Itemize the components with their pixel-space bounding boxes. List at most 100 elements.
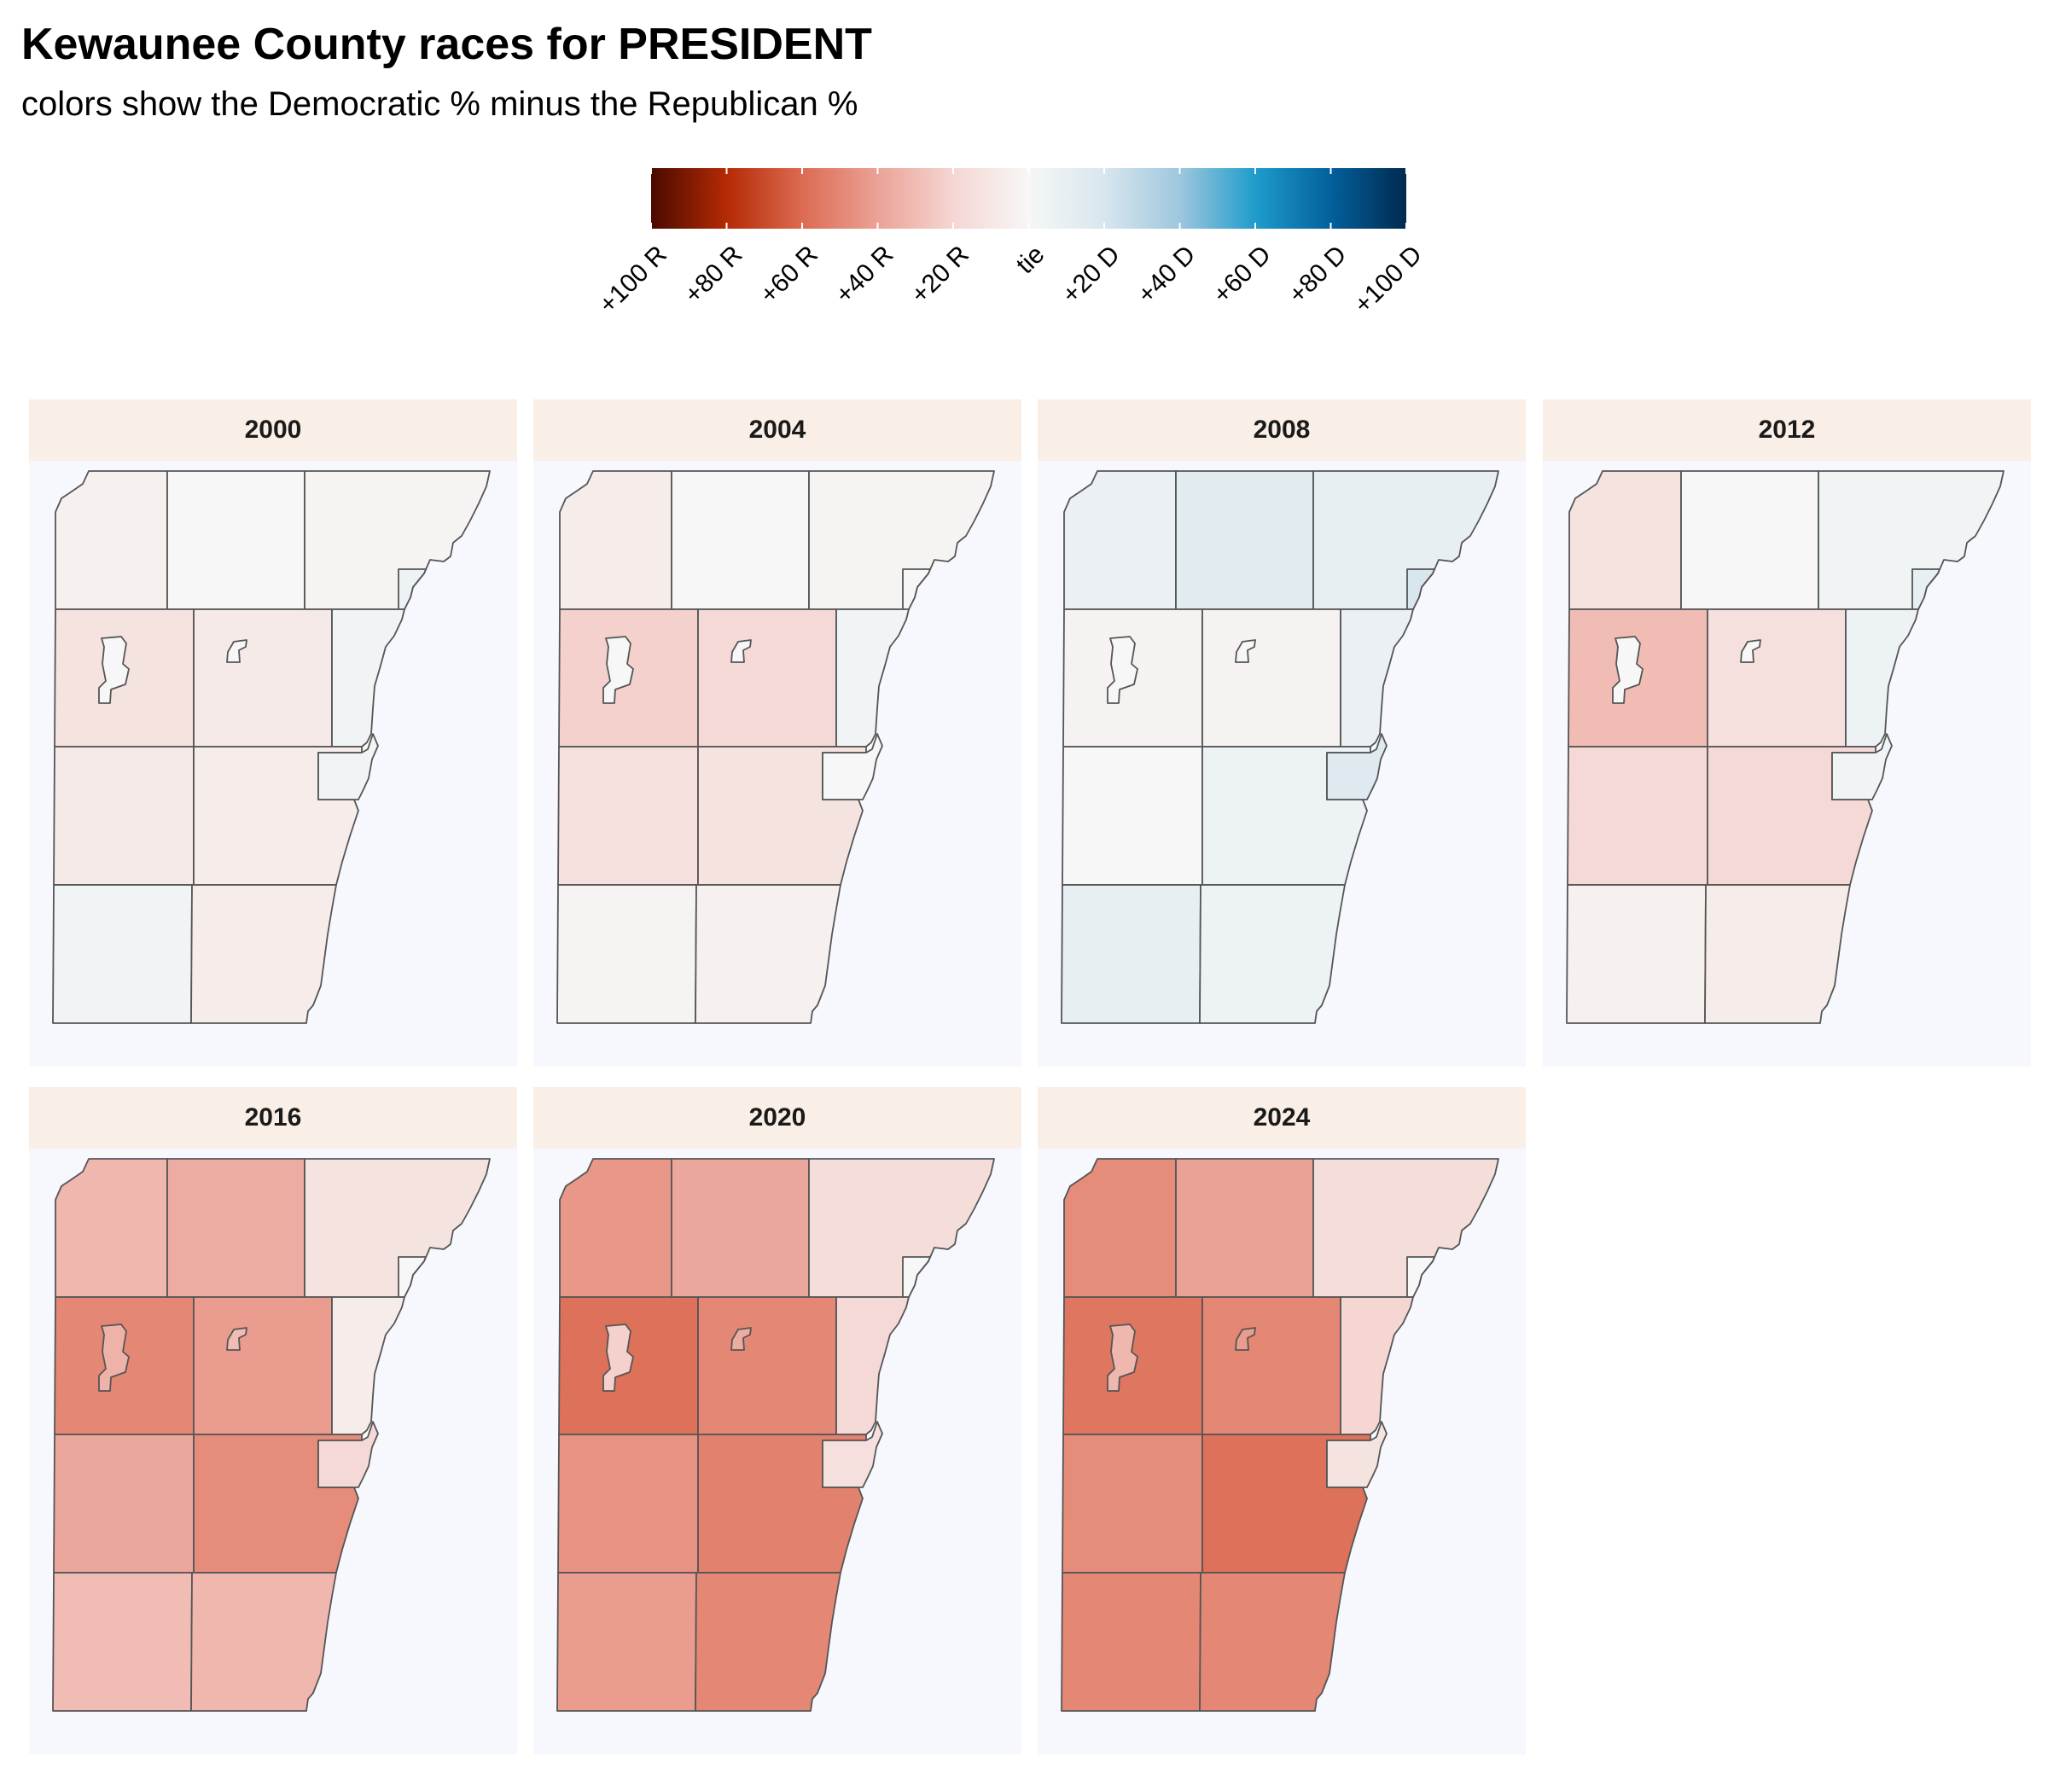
facet-panel-2012: 2012 — [1543, 399, 2031, 1067]
municipality-city-kewaunee[interactable] — [1326, 733, 1388, 800]
municipality-town-red-river[interactable] — [1568, 470, 1682, 610]
municipality-town-franklin[interactable] — [1062, 1434, 1203, 1574]
municipality-village-luxemburg[interactable] — [1107, 1324, 1138, 1392]
municipality-town-casco-north[interactable] — [304, 470, 491, 610]
municipality-village-luxemburg[interactable] — [602, 1324, 634, 1392]
legend-tick-label: +80 R — [679, 241, 748, 310]
facet-strip-label: 2008 — [1038, 399, 1526, 461]
municipality-town-casco-north[interactable] — [304, 1158, 491, 1298]
municipality-town-ahnapee[interactable] — [1199, 1572, 1346, 1712]
facet-panel-2000: 2000 — [29, 399, 517, 1067]
municipality-village-casco[interactable] — [730, 639, 752, 663]
municipality-town-ahnapee[interactable] — [190, 1572, 337, 1712]
municipality-town-casco-north[interactable] — [1312, 470, 1499, 610]
county-map — [1061, 470, 1499, 1024]
municipality-town-red-river[interactable] — [55, 1158, 168, 1298]
municipality-village-notch[interactable] — [902, 1256, 931, 1298]
municipality-town-casco[interactable] — [1707, 608, 1847, 748]
municipality-town-casco[interactable] — [193, 608, 333, 748]
facet-strip-label: 2016 — [29, 1087, 517, 1149]
municipality-town-franklin[interactable] — [557, 1434, 699, 1574]
municipality-town-ahnapee[interactable] — [1704, 884, 1851, 1024]
municipality-town-casco[interactable] — [697, 608, 837, 748]
municipality-town-ahnapee[interactable] — [695, 1572, 841, 1712]
municipality-town-luxemburg[interactable] — [671, 1158, 810, 1298]
municipality-town-ahnapee[interactable] — [190, 884, 337, 1024]
municipality-town-ahnapee-west[interactable] — [1061, 1572, 1201, 1712]
municipality-town-west-kewaunee[interactable] — [1340, 608, 1414, 748]
municipality-town-franklin[interactable] — [53, 1434, 195, 1574]
municipality-village-notch[interactable] — [1911, 568, 1940, 610]
municipality-town-west-kewaunee[interactable] — [1845, 608, 1919, 748]
municipality-village-notch[interactable] — [1406, 1256, 1435, 1298]
municipality-town-franklin[interactable] — [557, 746, 699, 886]
municipality-town-west-kewaunee[interactable] — [1340, 1296, 1414, 1435]
municipality-village-notch[interactable] — [1406, 568, 1435, 610]
county-map — [52, 470, 491, 1024]
municipality-town-red-river[interactable] — [1063, 1158, 1177, 1298]
municipality-town-casco[interactable] — [193, 1296, 333, 1435]
municipality-city-kewaunee[interactable] — [822, 1421, 883, 1488]
municipality-town-red-river[interactable] — [55, 470, 168, 610]
facet-panel-2004: 2004 — [533, 399, 1021, 1067]
municipality-town-luxemburg[interactable] — [1680, 470, 1819, 610]
facet-panel-2020: 2020 — [533, 1087, 1021, 1754]
municipality-city-kewaunee[interactable] — [1831, 733, 1893, 800]
municipality-village-notch[interactable] — [398, 568, 427, 610]
municipality-town-ahnapee-west[interactable] — [52, 1572, 193, 1712]
municipality-village-luxemburg[interactable] — [98, 636, 130, 704]
municipality-town-ahnapee[interactable] — [1199, 884, 1346, 1024]
municipality-town-casco[interactable] — [1201, 1296, 1341, 1435]
municipality-town-franklin[interactable] — [1567, 746, 1708, 886]
municipality-town-luxemburg[interactable] — [1175, 1158, 1314, 1298]
municipality-town-casco[interactable] — [697, 1296, 837, 1435]
legend-tick-label: +100 R — [594, 241, 672, 319]
municipality-town-red-river[interactable] — [559, 1158, 672, 1298]
municipality-village-casco[interactable] — [1235, 639, 1256, 663]
municipality-town-red-river[interactable] — [1063, 470, 1177, 610]
county-map — [556, 470, 995, 1024]
municipality-city-kewaunee[interactable] — [1326, 1421, 1388, 1488]
municipality-town-casco-north[interactable] — [808, 470, 995, 610]
municipality-village-casco[interactable] — [226, 639, 247, 663]
municipality-town-casco-north[interactable] — [1818, 470, 2004, 610]
municipality-town-west-kewaunee[interactable] — [835, 1296, 910, 1435]
municipality-town-ahnapee-west[interactable] — [556, 884, 697, 1024]
municipality-town-franklin[interactable] — [1062, 746, 1203, 886]
county-map — [1566, 470, 2004, 1024]
municipality-village-casco[interactable] — [1235, 1327, 1256, 1351]
municipality-town-luxemburg[interactable] — [1175, 470, 1314, 610]
municipality-town-casco-north[interactable] — [1312, 1158, 1499, 1298]
legend-tick-label: +60 R — [754, 241, 823, 310]
municipality-town-ahnapee-west[interactable] — [52, 884, 193, 1024]
legend-tick-label: +60 D — [1207, 241, 1277, 310]
municipality-village-luxemburg[interactable] — [1612, 636, 1644, 704]
municipality-city-kewaunee[interactable] — [822, 733, 883, 800]
municipality-town-west-kewaunee[interactable] — [331, 1296, 405, 1435]
municipality-village-casco[interactable] — [226, 1327, 247, 1351]
municipality-town-ahnapee[interactable] — [695, 884, 841, 1024]
municipality-town-ahnapee-west[interactable] — [556, 1572, 697, 1712]
municipality-town-casco[interactable] — [1201, 608, 1341, 748]
municipality-village-luxemburg[interactable] — [1107, 636, 1138, 704]
municipality-town-red-river[interactable] — [559, 470, 672, 610]
municipality-town-west-kewaunee[interactable] — [835, 608, 910, 748]
facet-panel-2024: 2024 — [1038, 1087, 1526, 1754]
municipality-village-notch[interactable] — [902, 568, 931, 610]
municipality-village-casco[interactable] — [730, 1327, 752, 1351]
municipality-town-luxemburg[interactable] — [671, 470, 810, 610]
municipality-town-franklin[interactable] — [53, 746, 195, 886]
municipality-village-casco[interactable] — [1740, 639, 1761, 663]
municipality-village-luxemburg[interactable] — [602, 636, 634, 704]
municipality-town-ahnapee-west[interactable] — [1061, 884, 1201, 1024]
municipality-town-ahnapee-west[interactable] — [1566, 884, 1707, 1024]
municipality-city-kewaunee[interactable] — [317, 1421, 379, 1488]
municipality-village-notch[interactable] — [398, 1256, 427, 1298]
municipality-city-kewaunee[interactable] — [317, 733, 379, 800]
municipality-town-casco-north[interactable] — [808, 1158, 995, 1298]
municipality-town-west-kewaunee[interactable] — [331, 608, 405, 748]
municipality-village-luxemburg[interactable] — [98, 1324, 130, 1392]
municipality-town-luxemburg[interactable] — [166, 1158, 305, 1298]
county-map — [556, 1158, 995, 1712]
municipality-town-luxemburg[interactable] — [166, 470, 305, 610]
